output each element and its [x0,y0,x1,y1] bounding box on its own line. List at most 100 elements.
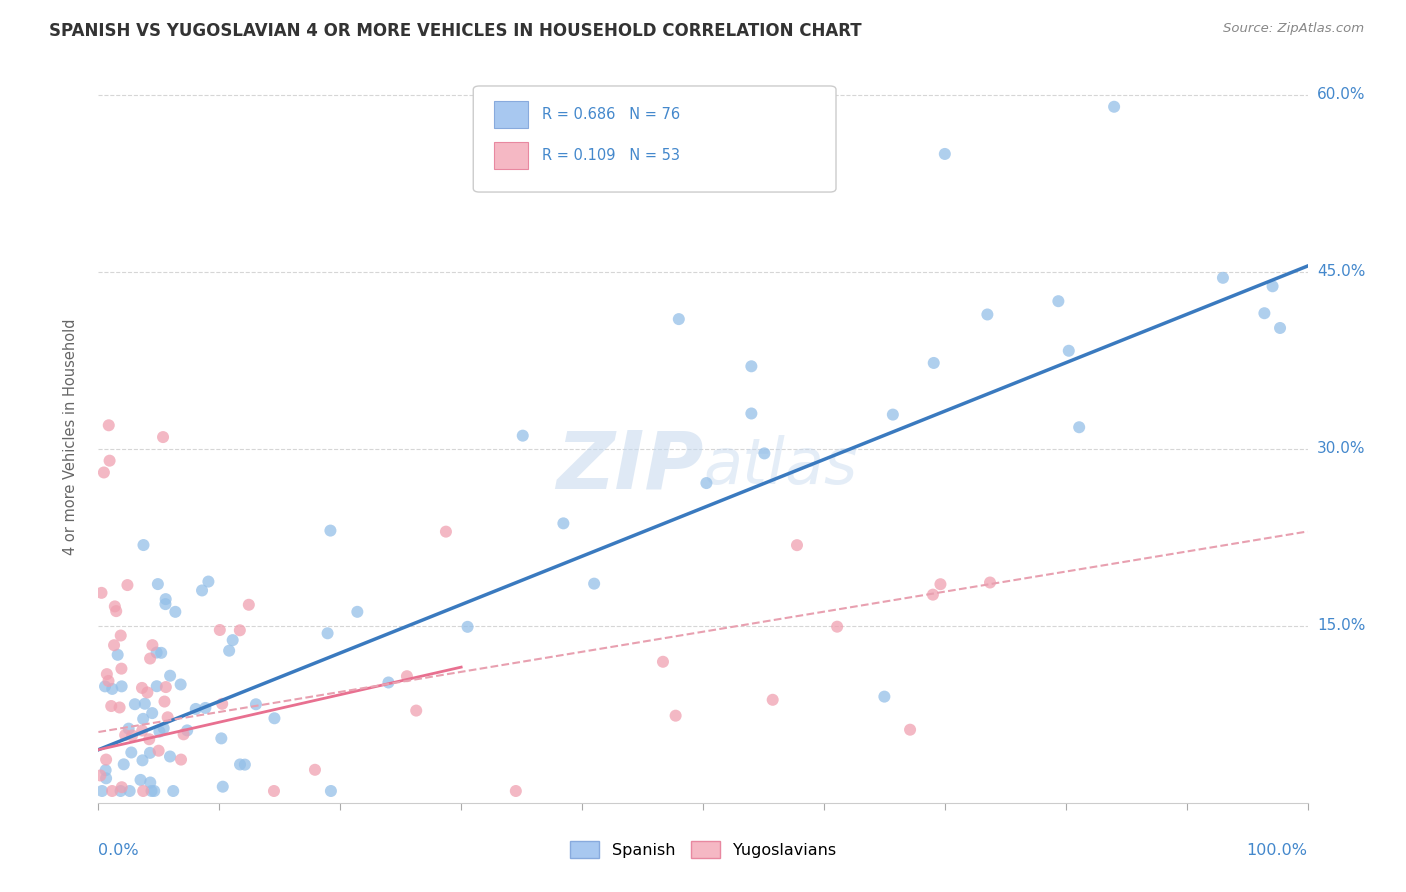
Point [176,723,198,738]
Point [825,620,848,634]
Point [211,697,233,711]
Text: 100.0%: 100.0% [1247,843,1308,858]
Point [155,680,177,694]
Point [150,646,173,660]
Point [922,356,945,370]
Point [111,679,134,693]
Point [139,651,162,665]
Point [263,784,285,798]
Point [152,721,174,735]
Point [117,578,139,592]
Point [238,598,260,612]
Text: R = 0.686   N = 76: R = 0.686 N = 76 [543,107,681,122]
Point [124,697,146,711]
Point [377,675,399,690]
Point [118,784,141,798]
Point [169,677,191,691]
Point [98,453,121,467]
Point [148,744,170,758]
Point [110,662,132,676]
Point [211,780,233,794]
Point [191,583,214,598]
Point [141,706,163,720]
Point [194,701,217,715]
Point [104,599,127,614]
Point [229,624,252,638]
Point [1102,100,1125,114]
Point [153,694,176,708]
Point [173,727,195,741]
Point [208,623,231,637]
Point [90,586,112,600]
Point [132,784,155,798]
Legend: Spanish, Yugoslavians: Spanish, Yugoslavians [564,834,842,864]
Text: 60.0%: 60.0% [1317,87,1365,103]
Point [553,516,575,531]
Point [882,408,904,422]
Point [91,784,114,798]
Point [152,430,174,444]
Point [112,757,135,772]
Point [94,753,117,767]
Point [233,757,256,772]
Point [94,772,117,786]
Point [134,697,156,711]
Point [1268,321,1291,335]
Point [146,577,169,591]
Point [139,775,162,789]
Point [1212,270,1234,285]
Point [143,784,166,798]
Point [1057,343,1080,358]
Point [395,669,418,683]
Point [110,784,132,798]
Point [155,592,177,607]
Point [136,685,159,699]
Text: 15.0%: 15.0% [1317,618,1365,633]
Point [346,605,368,619]
Point [304,763,326,777]
FancyBboxPatch shape [494,143,527,169]
Text: 0.0%: 0.0% [98,843,139,858]
Point [145,679,167,693]
Point [512,428,534,442]
Point [754,446,776,460]
Point [263,711,285,725]
Point [107,648,129,662]
Point [873,690,896,704]
Point [1069,420,1091,434]
Text: ZIP: ZIP [555,427,703,506]
Point [132,538,155,552]
Point [94,679,117,693]
Text: 45.0%: 45.0% [1317,264,1365,279]
Point [141,638,163,652]
Point [118,722,141,736]
Text: SPANISH VS YUGOSLAVIAN 4 OR MORE VEHICLES IN HOUSEHOLD CORRELATION CHART: SPANISH VS YUGOSLAVIAN 4 OR MORE VEHICLE… [49,22,862,40]
Point [89,768,111,782]
Point [110,628,132,642]
Point [101,784,124,798]
Point [665,708,688,723]
Point [929,577,952,591]
Point [976,308,998,322]
Point [695,476,717,491]
Point [221,633,243,648]
Point [159,749,181,764]
Point [121,729,143,743]
Point [141,784,163,798]
Point [1261,279,1284,293]
Point [145,646,167,660]
Point [319,524,342,538]
Point [93,466,115,480]
Point [114,728,136,742]
Point [97,418,120,433]
Point [209,731,232,746]
Point [668,312,690,326]
Point [96,667,118,681]
Point [131,681,153,695]
Point [740,359,762,374]
Point [319,784,342,798]
Point [762,693,785,707]
Point [94,763,117,777]
Y-axis label: 4 or more Vehicles in Household: 4 or more Vehicles in Household [63,318,77,556]
Point [105,604,128,618]
